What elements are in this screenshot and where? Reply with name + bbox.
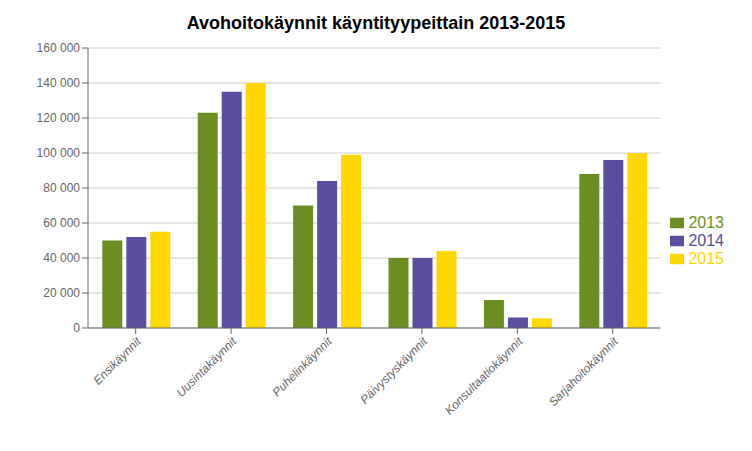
svg-text:0: 0 [73, 321, 80, 335]
svg-text:20 000: 20 000 [43, 286, 80, 300]
html-text:2013: 2013 [688, 213, 724, 231]
html-text:Avohoitokäynnit käyntityypeitt: Avohoitokäynnit käyntityypeittain 2013-2… [186, 13, 566, 33]
svg-text:Päivystyskäynnit: Päivystyskäynnit [357, 334, 430, 407]
svg-text:Sarjahoitokäynnit: Sarjahoitokäynnit [546, 334, 621, 409]
svg-text:80 000: 80 000 [43, 181, 80, 195]
svg-text:100 000: 100 000 [37, 146, 81, 160]
html-text:2014: 2014 [688, 231, 724, 249]
html-text:2015: 2015 [688, 249, 724, 267]
svg-text:Ensikäynnit: Ensikäynnit [91, 334, 145, 388]
svg-text:120 000: 120 000 [37, 111, 81, 125]
svg-text:60 000: 60 000 [43, 216, 80, 230]
svg-text:Konsultaatiokäynnit: Konsultaatiokäynnit [442, 334, 526, 418]
svg-text:Uusintakäynnit: Uusintakäynnit [174, 334, 240, 400]
svg-text:160 000: 160 000 [37, 41, 81, 55]
svg-text:140 000: 140 000 [37, 76, 81, 90]
svg-text:40 000: 40 000 [43, 251, 80, 265]
svg-text:Puhelinkäynnit: Puhelinkäynnit [270, 334, 336, 400]
